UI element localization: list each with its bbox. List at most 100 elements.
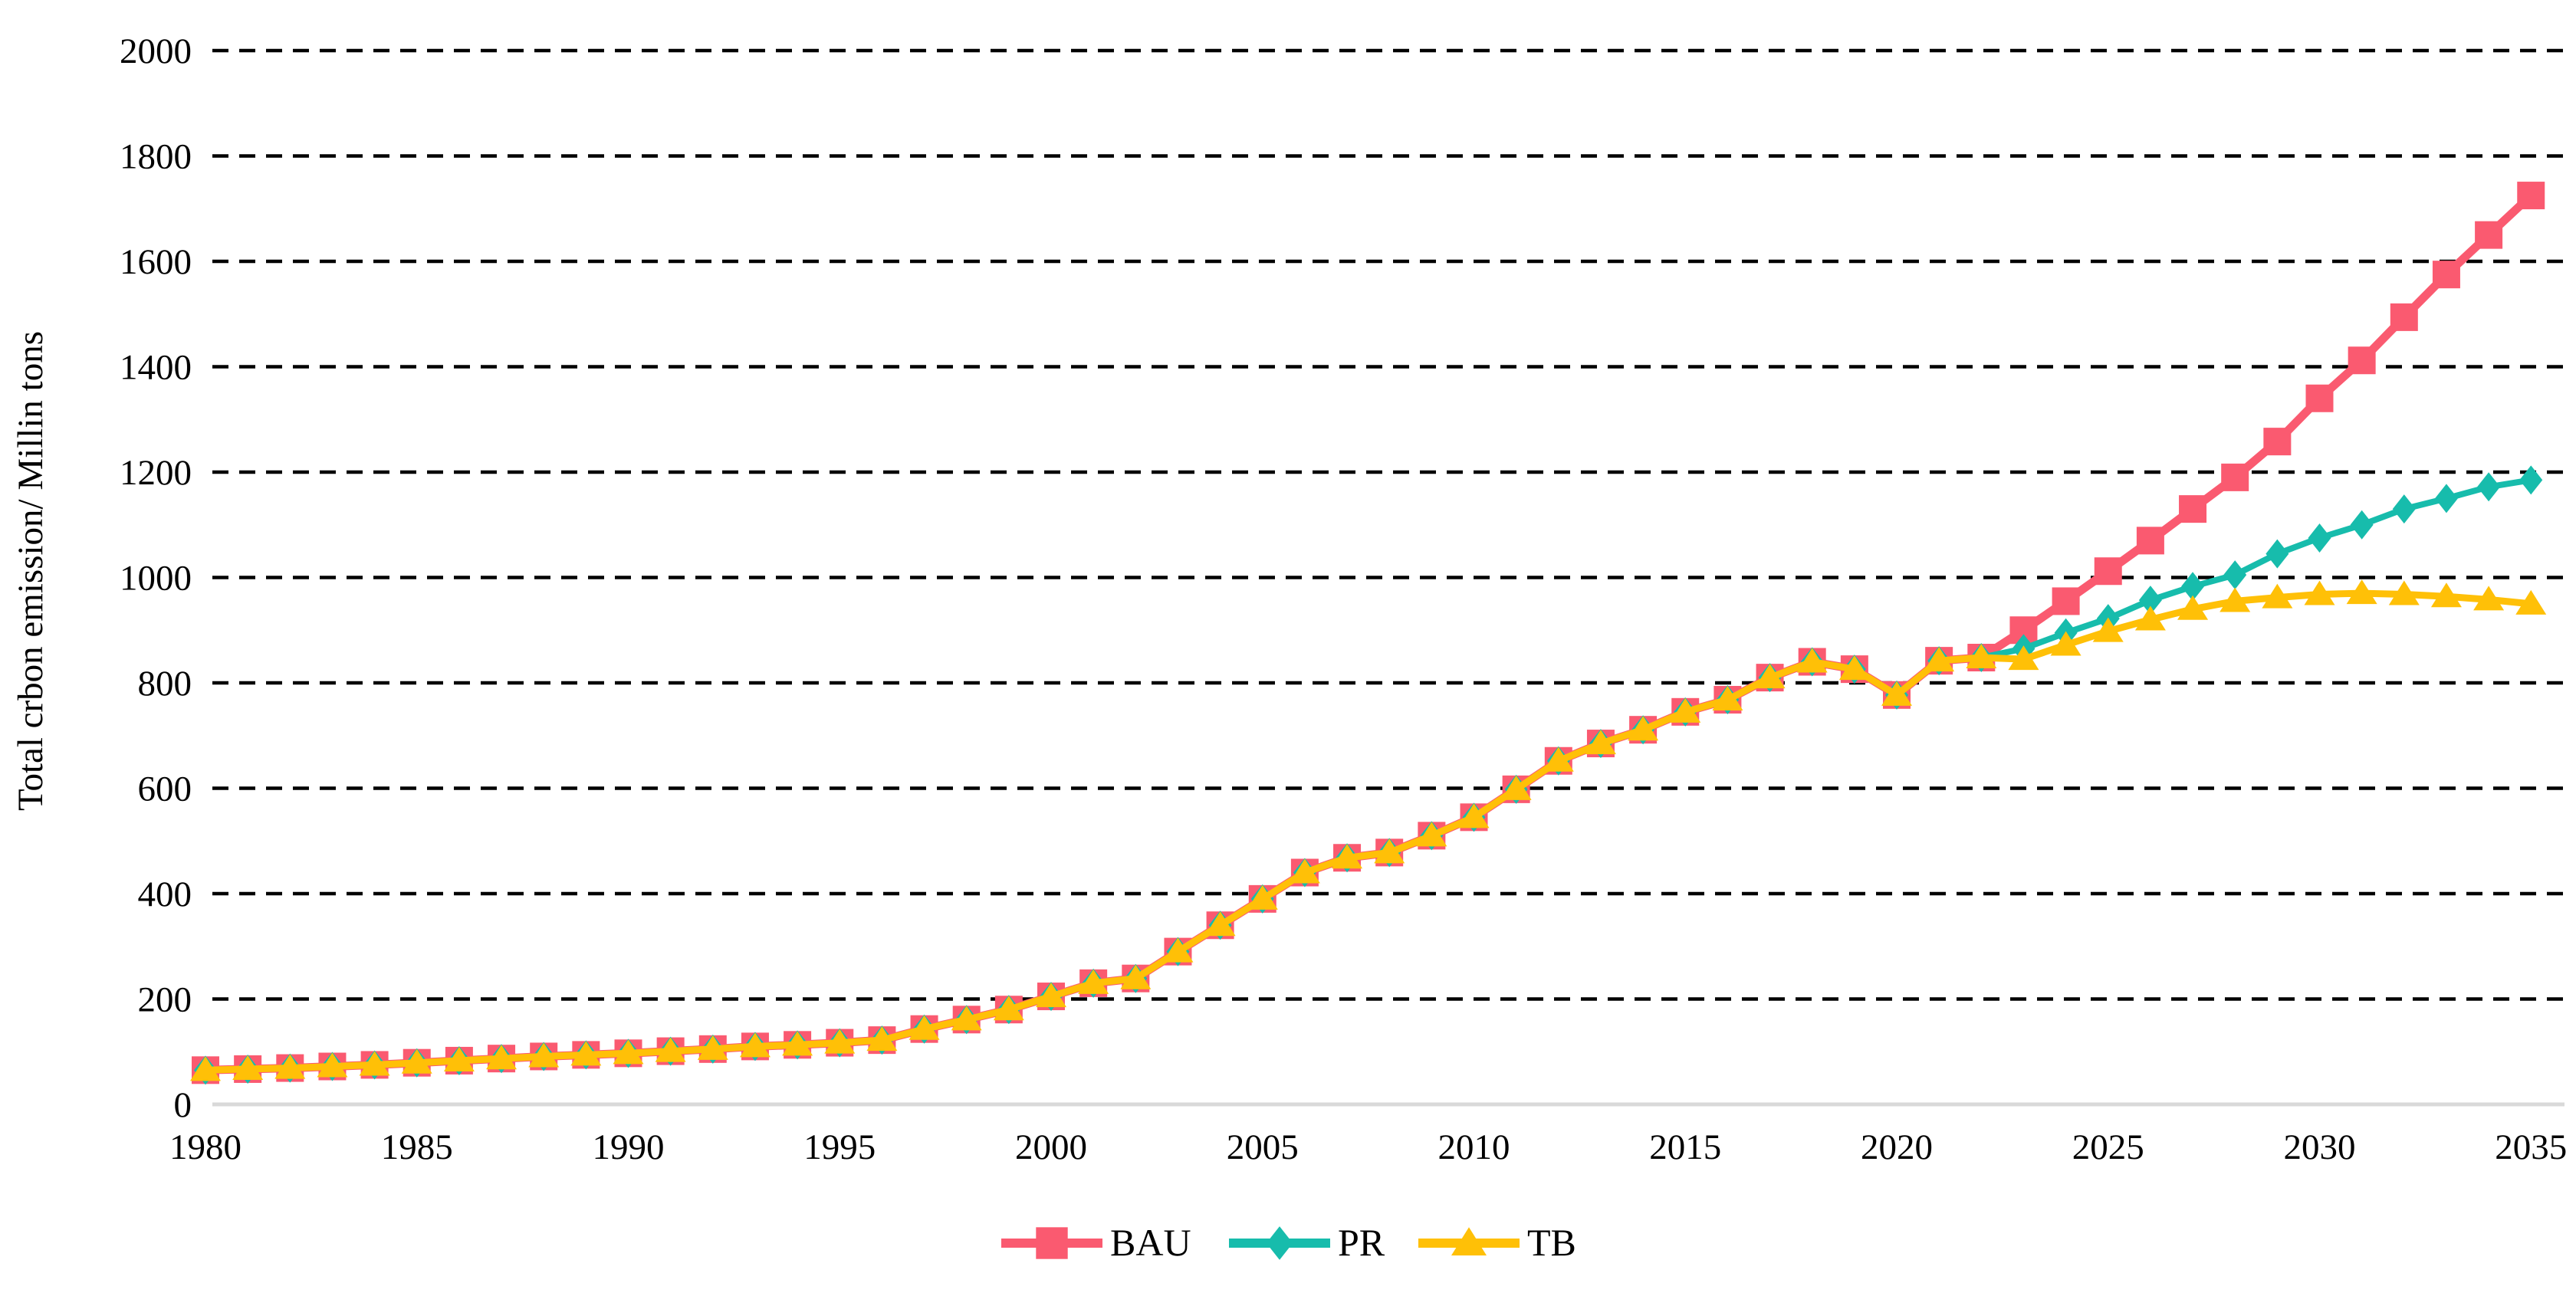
series-tb-marker-1989 — [570, 1041, 602, 1066]
series-tb-marker-1995 — [824, 1029, 856, 1054]
series-tb-marker-2032 — [2388, 580, 2420, 605]
x-tick-label-1990: 1990 — [593, 1127, 665, 1167]
series-bau-marker-2029 — [2263, 428, 2292, 456]
y-tick-label-1000: 1000 — [120, 559, 192, 599]
y-tick-label-800: 800 — [138, 664, 192, 704]
y-tick-label-200: 200 — [138, 980, 192, 1020]
series-tb-marker-2022 — [1966, 644, 1997, 668]
y-tick-label-1600: 1600 — [120, 242, 192, 282]
series-tb-marker-2007 — [1332, 844, 1363, 869]
series-tb-marker-2002 — [1120, 964, 1152, 989]
series-pr-marker-2031 — [2350, 510, 2374, 540]
series-tb-marker-2009 — [1416, 822, 1447, 847]
y-axis-title: Total crbon emission/ Millin tons — [11, 331, 51, 811]
x-tick-label-1985: 1985 — [381, 1127, 453, 1167]
series-tb-marker-2021 — [1924, 647, 1955, 672]
series-tb-marker-2020 — [1881, 681, 1912, 706]
y-tick-label-0: 0 — [174, 1085, 192, 1125]
legend-label-bau: BAU — [1110, 1221, 1191, 1264]
y-tick-label-600: 600 — [138, 769, 192, 809]
series-tb-marker-2008 — [1374, 838, 1405, 864]
series-tb-marker-2003 — [1162, 937, 1194, 963]
series-tb-marker-1994 — [782, 1031, 813, 1056]
series-tb-marker-2006 — [1289, 858, 1320, 884]
series-tb-marker-2024 — [2050, 631, 2082, 656]
series-tb-marker-2017 — [1754, 664, 1786, 689]
series-tb-marker-2010 — [1458, 803, 1490, 828]
series-tb-marker-2013 — [1585, 730, 1616, 755]
series-bau-marker-2025 — [2094, 557, 2122, 586]
y-tick-label-400: 400 — [138, 874, 192, 914]
series-tb-marker-2031 — [2346, 579, 2377, 605]
series-tb-marker-2016 — [1712, 686, 1743, 710]
x-tick-label-2010: 2010 — [1438, 1127, 1510, 1167]
series-tb-marker-2029 — [2262, 583, 2293, 609]
series-tb-marker-1997 — [909, 1015, 940, 1040]
series-tb-marker-2034 — [2473, 586, 2505, 611]
x-tick-label-2025: 2025 — [2072, 1127, 2144, 1167]
series-tb-marker-1991 — [655, 1037, 686, 1062]
series-tb-marker-2033 — [2430, 582, 2462, 608]
series-line-bau — [205, 192, 2535, 1075]
series-tb-marker-1982 — [274, 1054, 306, 1079]
series-tb-marker-1981 — [232, 1055, 264, 1080]
series-tb-marker-1993 — [739, 1032, 770, 1058]
series-tb-marker-1996 — [866, 1026, 898, 1052]
series-tb-marker-1980 — [190, 1056, 221, 1081]
series-tb-marker-2014 — [1628, 716, 1659, 741]
series-bau-marker-2035 — [2517, 182, 2545, 210]
series-tb-marker-1990 — [613, 1039, 644, 1065]
series-tb-marker-2028 — [2220, 587, 2251, 612]
x-tick-label-2030: 2030 — [2284, 1127, 2356, 1167]
series-bau-marker-2033 — [2432, 261, 2460, 289]
series-pr-marker-2032 — [2392, 494, 2416, 524]
series-pr-marker-2035 — [2519, 465, 2543, 495]
y-tick-label-1800: 1800 — [120, 137, 192, 177]
series-tb-marker-2012 — [1543, 746, 1574, 772]
y-tick-label-1200: 1200 — [120, 453, 192, 493]
series-tb-marker-2030 — [2304, 580, 2335, 605]
series-line-pr — [205, 477, 2532, 1074]
series-bau-marker-2026 — [2136, 527, 2164, 555]
series-tb-marker-1998 — [951, 1006, 982, 1031]
legend-triangle-icon — [1451, 1227, 1487, 1256]
legend-diamond-icon — [1266, 1226, 1293, 1260]
x-tick-label-2000: 2000 — [1015, 1127, 1087, 1167]
legend-square-icon — [1036, 1227, 1068, 1259]
series-tb-marker-1985 — [401, 1048, 432, 1074]
series-tb-marker-2004 — [1204, 911, 1236, 937]
legend-label-pr: PR — [1338, 1221, 1385, 1264]
series-tb-marker-2027 — [2177, 595, 2209, 620]
series-tb-marker-2035 — [2515, 589, 2547, 615]
series-tb-marker-2019 — [1838, 655, 1870, 681]
series-bau-marker-2027 — [2179, 495, 2207, 523]
x-tick-label-2005: 2005 — [1227, 1127, 1299, 1167]
series-tb-marker-2001 — [1078, 969, 1109, 994]
series-tb-marker-1988 — [528, 1042, 560, 1068]
series-tb-marker-2025 — [2092, 617, 2124, 642]
series-tb-marker-2026 — [2134, 605, 2166, 631]
series-pr-marker-2027 — [2181, 572, 2205, 602]
legend-label-tb: TB — [1527, 1221, 1576, 1264]
series-tb-marker-2005 — [1247, 884, 1278, 910]
series-pr-marker-2034 — [2477, 472, 2501, 502]
series-tb-marker-1987 — [486, 1045, 518, 1070]
series-bau-marker-2024 — [2052, 587, 2080, 615]
series-pr-marker-2026 — [2138, 586, 2162, 615]
series-tb-marker-2023 — [2008, 645, 2039, 671]
series-bau-marker-2030 — [2305, 384, 2334, 412]
series-bau-marker-2031 — [2348, 346, 2376, 375]
series-tb-marker-1999 — [993, 996, 1024, 1021]
x-tick-label-2020: 2020 — [1861, 1127, 1933, 1167]
series-bau-marker-2028 — [2221, 463, 2249, 491]
series-bau-marker-2032 — [2390, 303, 2418, 331]
series-pr-marker-2030 — [2308, 523, 2331, 553]
series-tb-marker-2018 — [1796, 648, 1828, 673]
series-tb-marker-1992 — [697, 1035, 728, 1060]
series-pr-marker-2028 — [2223, 560, 2247, 590]
x-tick-label-1995: 1995 — [803, 1127, 876, 1167]
series-tb-marker-2000 — [1036, 983, 1066, 1008]
y-tick-label-1400: 1400 — [120, 348, 192, 388]
